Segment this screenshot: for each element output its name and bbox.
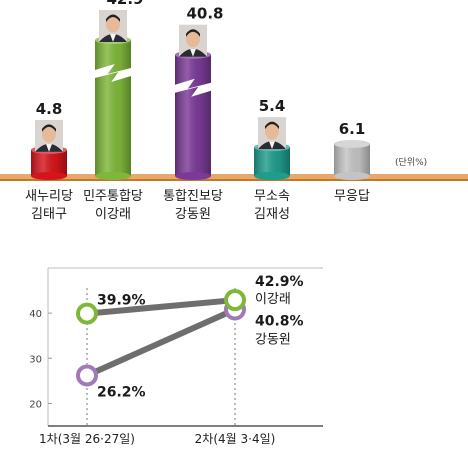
series-name-label: 이강래 <box>255 292 291 307</box>
candidate-label: 김태구 <box>31 207 67 222</box>
series-line <box>86 297 236 317</box>
candidate-label: 강동원 <box>175 207 211 222</box>
value-label: 6.1 <box>339 120 366 138</box>
data-label: 40.8% <box>255 314 304 330</box>
candidate-photo <box>99 10 127 42</box>
series-name-label: 강동원 <box>255 333 291 348</box>
axis-break-icon <box>95 64 131 82</box>
value-label: 4.8 <box>36 100 63 118</box>
candidate-photo <box>35 119 63 152</box>
candidate-label: 이강래 <box>95 207 131 222</box>
value-label: 42.9 <box>106 0 143 8</box>
y-tick-label: 30 <box>29 354 42 365</box>
y-tick-label: 20 <box>29 399 42 410</box>
value-label: 40.8 <box>186 5 223 23</box>
candidate-label: 김재성 <box>254 207 290 222</box>
unit-label: (단위%) <box>395 157 427 168</box>
party-label: 민주통합당 <box>83 189 143 204</box>
data-point <box>76 364 98 387</box>
candidate-photo <box>258 117 286 150</box>
line-chart: 20 30 40 1차(3월 26·27일) 2차(4월 3·4일) 39.9% 26.2%… <box>29 267 323 446</box>
y-tick-label: 40 <box>29 309 42 320</box>
data-point <box>224 289 246 312</box>
series-line <box>85 306 237 379</box>
x-tick-label: 1차(3월 26·27일) <box>39 432 135 446</box>
data-label: 42.9% <box>255 274 304 290</box>
axis-break-icon <box>175 78 211 97</box>
party-label: 무응답 <box>334 189 370 204</box>
candidate-photo <box>179 24 207 57</box>
value-label: 5.4 <box>259 97 286 115</box>
base-strip <box>0 174 468 180</box>
bar <box>175 50 211 180</box>
bar <box>95 36 131 180</box>
data-label: 39.9% <box>97 293 146 309</box>
bar <box>334 139 370 180</box>
data-point <box>76 302 98 325</box>
x-tick-label: 2차(4월 3·4일) <box>195 432 276 446</box>
party-label: 새누리당 <box>25 189 73 204</box>
party-label: 통합진보당 <box>163 189 223 204</box>
data-label: 26.2% <box>97 384 146 400</box>
party-label: 무소속 <box>254 189 290 204</box>
base-strip-edge <box>0 179 468 181</box>
